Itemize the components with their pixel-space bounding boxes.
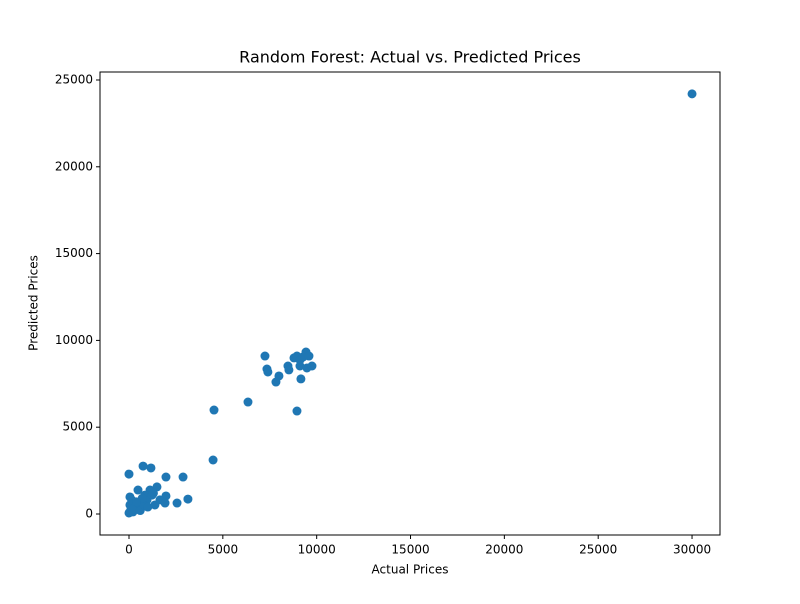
point <box>271 377 281 387</box>
point <box>284 365 294 375</box>
point <box>138 461 148 471</box>
y-tick-label: 15000 <box>55 246 93 260</box>
point <box>133 485 143 495</box>
point <box>307 361 317 371</box>
x-tick-label: 10000 <box>298 543 336 557</box>
point <box>178 472 188 482</box>
x-tick-label: 5000 <box>208 543 239 557</box>
x-axis-label: Actual Prices <box>372 563 449 577</box>
chart-title: Random Forest: Actual vs. Predicted Pric… <box>239 48 581 67</box>
point <box>687 89 697 99</box>
point <box>296 374 306 384</box>
point <box>161 472 171 482</box>
point <box>260 351 270 361</box>
x-tick-label: 25000 <box>579 543 617 557</box>
x-tick-label: 0 <box>125 543 133 557</box>
point <box>183 494 193 504</box>
point <box>132 497 142 507</box>
point <box>243 397 253 407</box>
point <box>263 367 273 377</box>
x-tick-label: 15000 <box>391 543 429 557</box>
point <box>172 498 182 508</box>
point <box>148 488 158 498</box>
point <box>209 405 219 415</box>
y-tick-label: 25000 <box>55 72 93 86</box>
x-tick-label: 20000 <box>485 543 523 557</box>
y-tick-label: 0 <box>85 506 93 520</box>
point <box>304 351 314 361</box>
point <box>146 463 156 473</box>
point <box>292 406 302 416</box>
plot-frame <box>99 71 721 536</box>
point <box>143 502 153 512</box>
y-tick-label: 10000 <box>55 333 93 347</box>
point <box>124 469 134 479</box>
y-axis-label: Predicted Prices <box>27 255 41 351</box>
point <box>160 498 170 508</box>
point <box>295 361 305 371</box>
point <box>208 455 218 465</box>
y-tick-label: 20000 <box>55 159 93 173</box>
x-tick-label: 30000 <box>673 543 711 557</box>
y-tick-label: 5000 <box>62 420 93 434</box>
